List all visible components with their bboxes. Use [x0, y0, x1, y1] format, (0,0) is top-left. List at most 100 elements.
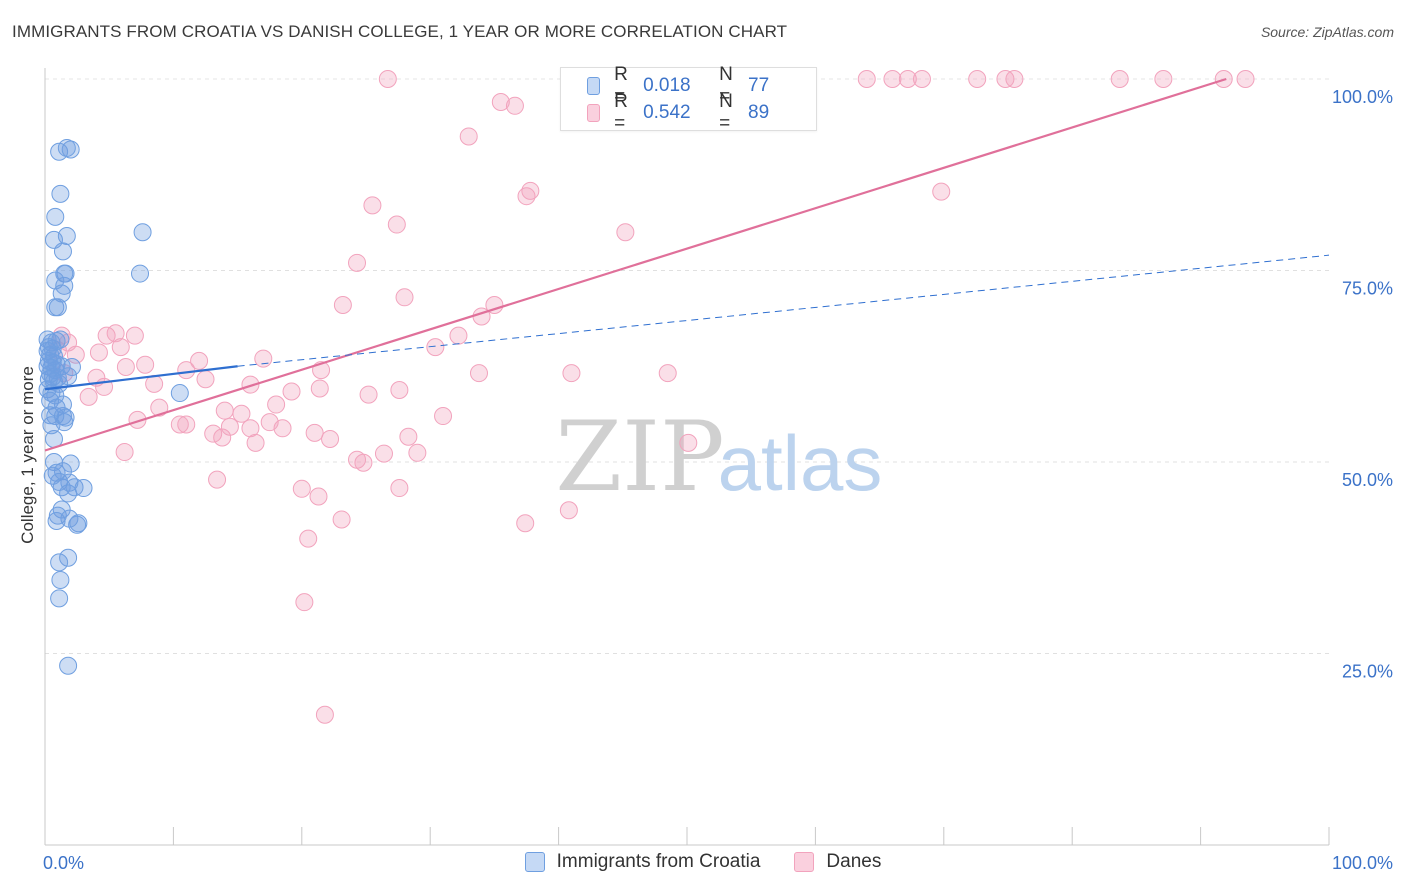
danes-point [305, 423, 324, 442]
danes-point [246, 433, 265, 452]
danes-point [177, 361, 196, 380]
danes-point [399, 427, 418, 446]
danes-point [136, 355, 155, 374]
danes-point [111, 338, 130, 357]
danes-point [390, 479, 409, 498]
danes-point [359, 385, 378, 404]
croatia-point [59, 656, 78, 675]
danes-point [241, 375, 260, 394]
danes-point [241, 419, 260, 438]
danes-point [267, 395, 286, 414]
danes-point [469, 364, 488, 383]
croatia-point [50, 553, 69, 572]
croatia-point [51, 570, 70, 589]
legend-row-danes: R = 0.542 N = 89 [587, 91, 816, 134]
danes-point [332, 510, 351, 529]
danes-point [363, 196, 382, 215]
legend-r-label: R = [614, 91, 628, 134]
legend-label-danes: Danes [826, 851, 882, 872]
danes-point [883, 70, 902, 88]
danes-point [387, 215, 406, 234]
danes-point [912, 70, 931, 88]
croatia-point [62, 358, 81, 377]
danes-point [220, 417, 239, 436]
danes-point [215, 401, 234, 420]
croatia-point [57, 138, 76, 157]
danes-point [213, 428, 232, 447]
croatia-point [68, 515, 87, 534]
legend-item-croatia[interactable]: Immigrants from Croatia [524, 851, 760, 873]
legend-swatch-danes [794, 852, 815, 872]
croatia-point [133, 223, 152, 242]
danes-trend-line [44, 77, 1227, 452]
croatia-point [56, 408, 75, 427]
croatia-point [50, 589, 69, 608]
x-tick-label: 100.0% [1332, 853, 1393, 873]
series-legend: Immigrants from Croatia Danes [0, 851, 1406, 873]
danes-point [491, 92, 510, 111]
danes-point [1236, 70, 1255, 88]
watermark-zip: ZIP [555, 401, 724, 513]
legend-swatch-danes [587, 104, 601, 122]
legend-n-value: 77 [748, 75, 770, 96]
danes-point [516, 514, 535, 533]
croatia-point [59, 484, 78, 503]
y-tick-label: 50.0% [1342, 470, 1393, 490]
y-tick-label: 25.0% [1342, 662, 1393, 682]
danes-point [309, 487, 328, 506]
legend-n-label: N = [719, 91, 733, 134]
y-tick-label: 100.0% [1332, 87, 1393, 107]
danes-point [562, 364, 581, 383]
danes-point [390, 380, 409, 399]
legend-row-croatia: R = 0.018 N = 77 [587, 64, 816, 107]
danes-point [310, 379, 329, 398]
legend-r-value: 0.542 [643, 102, 691, 123]
croatia-point [74, 479, 93, 498]
danes-point [208, 470, 227, 489]
danes-point [408, 443, 427, 462]
danes-point [232, 404, 251, 423]
danes-point [106, 324, 125, 343]
danes-point [1005, 70, 1024, 88]
danes-point [79, 387, 98, 406]
y-axis-label: College, 1 year or more [18, 366, 37, 544]
stats-legend: R = 0.018 N = 77 R = 0.542 N = 89 [560, 64, 817, 134]
danes-point [333, 295, 352, 314]
danes-point [395, 288, 414, 307]
danes-point [315, 705, 334, 724]
danes-point [292, 479, 311, 498]
croatia-point [48, 298, 67, 317]
danes-point [559, 501, 578, 520]
croatia-point [46, 271, 65, 290]
y-tick-label: 75.0% [1342, 279, 1393, 299]
danes-point [282, 382, 301, 401]
danes-point [321, 430, 340, 449]
danes-point [1154, 70, 1173, 88]
croatia-point [59, 548, 78, 567]
danes-point [177, 415, 196, 434]
legend-n-value: 89 [748, 102, 770, 123]
danes-point [378, 70, 397, 88]
danes-point [505, 96, 524, 115]
croatia-point [41, 406, 60, 425]
chart-title: IMMIGRANTS FROM CROATIA VS DANISH COLLEG… [12, 22, 788, 41]
source-label: Source: ZipAtlas.com [1260, 24, 1394, 40]
croatia-point [42, 416, 61, 435]
croatia-trend-line [44, 365, 238, 391]
danes-point [434, 407, 453, 426]
croatia-point [57, 227, 76, 246]
croatia-point [61, 454, 80, 473]
croatia-point [131, 264, 150, 283]
croatia-point [170, 384, 189, 403]
danes-point [254, 349, 273, 368]
danes-point [273, 419, 292, 438]
croatia-point [51, 184, 70, 203]
danes-point [295, 593, 314, 612]
danes-point [485, 295, 504, 314]
danes-point [857, 70, 876, 88]
legend-item-danes[interactable]: Danes [794, 851, 881, 873]
danes-point [517, 187, 536, 206]
croatia-point [47, 398, 66, 417]
croatia-point [53, 462, 72, 481]
